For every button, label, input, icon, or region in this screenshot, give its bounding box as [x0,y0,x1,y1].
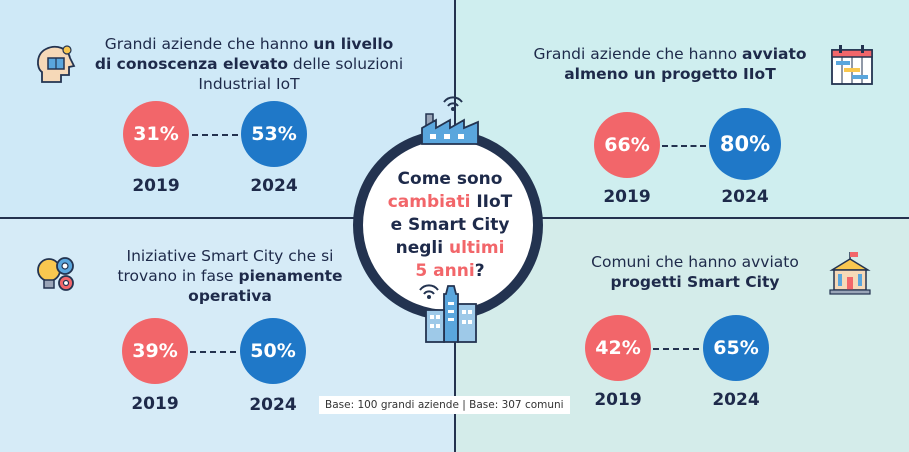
top-right-dash [662,145,706,147]
bottom-right-year-2019: 2019 [594,390,642,410]
head-book-icon [37,45,76,83]
gantt-chart-icon [831,45,873,85]
top-right-title: Grandi aziende che hanno avviato almeno … [533,45,807,83]
bottom-right-dash [653,348,699,350]
bottom-left-dash [190,351,236,353]
bottom-left-title: Iniziative Smart City che si trovano in … [117,247,343,305]
top-left-year-2024: 2024 [250,176,298,196]
center-question: Come sono cambiati IIoT e Smart City neg… [370,168,530,283]
center-line-2: cambiati IIoT [387,192,513,212]
factory-wifi-icon [421,96,479,145]
bottom-left-value-2024: 50% [240,318,306,384]
base-note: Base: 100 grandi aziende | Base: 307 com… [319,396,570,414]
bottom-left-value-2019: 39% [122,318,188,384]
top-right-value-2019: 66% [594,112,660,178]
center-line-4: negli ultimi [395,238,505,258]
top-left-dash [192,134,238,136]
bottom-right-value-2024: 65% [703,315,769,381]
skyscraper-wifi-icon [419,284,477,343]
top-right-year-2024: 2024 [721,187,769,207]
top-right-year-2019: 2019 [603,187,651,207]
center-line-3: e Smart City [390,215,510,235]
center-line-5: 5 anni? [415,261,485,281]
top-right-value-2024: 80% [709,108,781,180]
bottom-right-title: Comuni che hanno avviato progetti Smart … [591,253,799,291]
top-left-value-2019: 31% [123,101,189,167]
top-left-value-2024: 53% [241,101,307,167]
gears-bulb-icon [37,257,74,291]
bottom-left-year-2019: 2019 [131,394,179,414]
bottom-right-year-2024: 2024 [712,390,760,410]
top-left-title: Grandi aziende che hanno un livello di c… [94,35,404,93]
center-line-1: Come sono [397,169,503,189]
top-left-year-2019: 2019 [132,176,180,196]
bottom-left-year-2024: 2024 [249,395,297,415]
town-hall-icon [829,252,871,295]
bottom-right-value-2019: 42% [585,315,651,381]
